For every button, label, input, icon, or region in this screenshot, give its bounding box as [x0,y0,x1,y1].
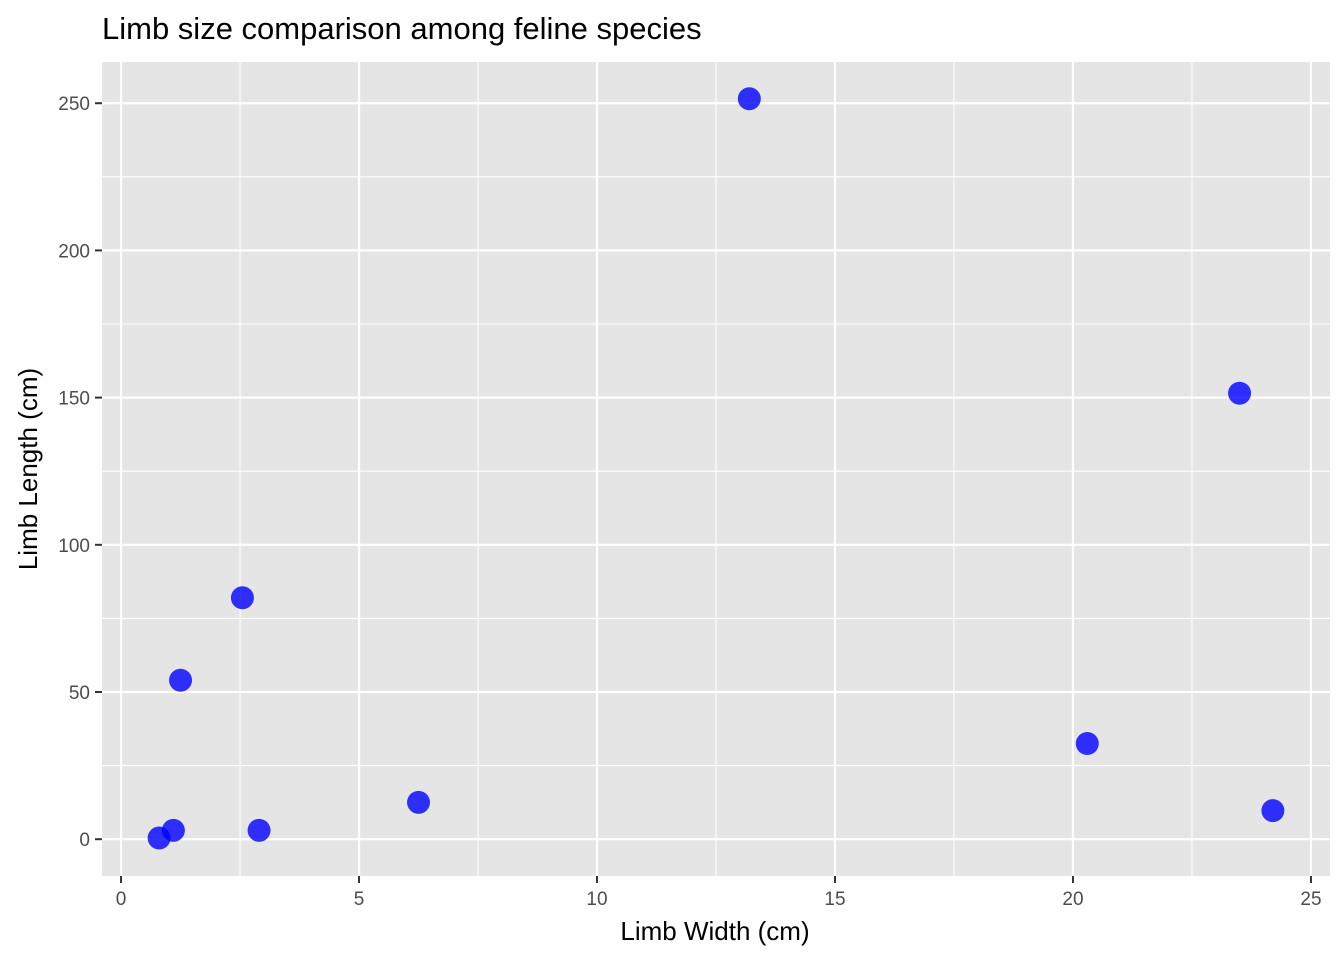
y-tick-label: 0 [79,830,90,851]
x-tick-label: 25 [1300,889,1321,910]
x-tick-label: 20 [1062,889,1083,910]
x-tick-label: 5 [354,889,365,910]
y-axis-ticks: 0 50 100 150 200 250 [58,94,102,851]
data-points [147,87,1285,850]
data-point [247,818,271,842]
data-point [1228,381,1252,405]
x-tick-label: 10 [586,889,607,910]
chart-title: Limb size comparison among feline specie… [102,11,702,46]
data-point [169,668,193,692]
y-tick-label: 150 [58,389,90,410]
x-axis-ticks: 0 5 10 15 20 25 [116,876,1322,910]
data-point [1261,799,1285,823]
minor-gridlines [102,62,1330,876]
data-point [161,818,185,842]
data-point [407,790,431,814]
x-tick-label: 0 [116,889,127,910]
data-point [1075,732,1099,756]
data-point [737,87,761,111]
y-tick-label: 50 [69,683,90,704]
x-axis-title: Limb Width (cm) [620,916,809,946]
major-gridlines [102,62,1330,876]
x-tick-label: 15 [824,889,845,910]
y-tick-label: 200 [58,241,90,262]
y-tick-label: 250 [58,94,90,115]
y-axis-title: Limb Length (cm) [13,368,43,570]
y-tick-label: 100 [58,536,90,557]
data-point [230,586,254,610]
